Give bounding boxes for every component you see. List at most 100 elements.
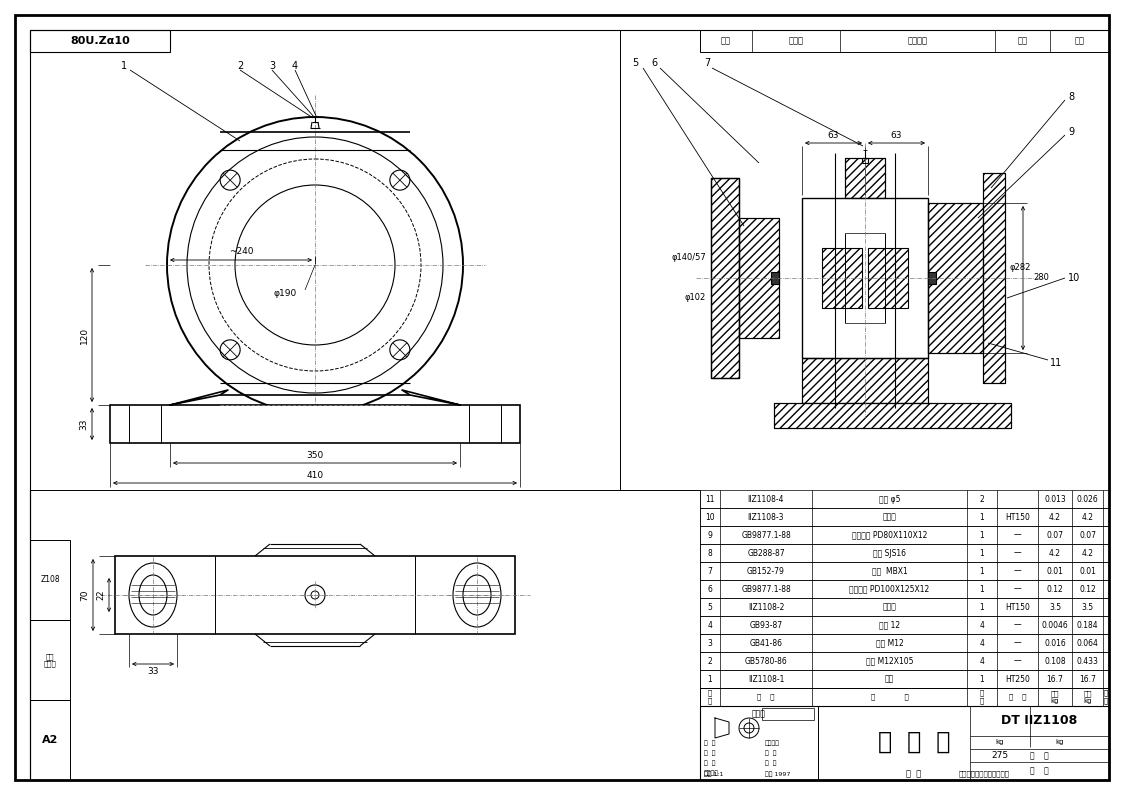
Text: 单件
kg: 单件 kg: [1051, 690, 1059, 704]
Bar: [700, 706, 818, 780]
Text: 0.108: 0.108: [1044, 657, 1066, 665]
Bar: [110, 405, 520, 443]
Text: 0.013: 0.013: [1044, 494, 1066, 503]
Text: 0.064: 0.064: [1077, 638, 1098, 647]
Text: 轴  承  座: 轴 承 座: [878, 730, 950, 754]
Text: 2: 2: [708, 657, 713, 665]
Text: 序
号: 序 号: [708, 690, 713, 704]
Text: 轴承 SJS16: 轴承 SJS16: [873, 549, 906, 557]
Text: 10: 10: [705, 513, 715, 522]
Text: 数
量: 数 量: [980, 690, 985, 704]
Text: 4.2: 4.2: [1049, 549, 1061, 557]
Text: 10: 10: [1068, 273, 1080, 283]
Text: φ282: φ282: [1010, 263, 1032, 273]
Text: 监  理: 监 理: [765, 750, 777, 756]
Text: 5: 5: [708, 603, 713, 611]
Text: 日期: 日期: [1075, 37, 1085, 45]
Bar: [30, 30, 170, 52]
Text: 0.12: 0.12: [1079, 584, 1096, 594]
Text: ~240: ~240: [229, 246, 253, 255]
Text: IIZ1108-4: IIZ1108-4: [747, 494, 785, 503]
Text: 33: 33: [147, 668, 158, 677]
Text: —: —: [1014, 567, 1022, 576]
Text: —: —: [1014, 638, 1022, 647]
Text: 第    页: 第 页: [1030, 766, 1049, 775]
Text: 6: 6: [708, 584, 713, 594]
Text: 单  件: 单 件: [906, 770, 922, 778]
Text: HT150: HT150: [1005, 603, 1030, 611]
Bar: [700, 616, 1109, 634]
Bar: [845, 158, 885, 198]
Text: 比例 1:1: 比例 1:1: [704, 771, 724, 777]
Text: 签名: 签名: [1017, 37, 1027, 45]
Bar: [928, 203, 984, 353]
Text: 63: 63: [827, 130, 840, 139]
Bar: [845, 158, 885, 198]
Text: IIZ1108-1: IIZ1108-1: [747, 674, 785, 684]
Bar: [30, 540, 70, 620]
Text: 螺母 M12: 螺母 M12: [876, 638, 904, 647]
Text: 8: 8: [1068, 92, 1075, 102]
Bar: [700, 706, 1109, 780]
Bar: [771, 272, 779, 284]
Text: 80U.Zα10: 80U.Zα10: [70, 36, 130, 46]
Bar: [700, 526, 1109, 544]
Text: kg: kg: [996, 739, 1004, 745]
Text: 批准: 批准: [720, 37, 731, 45]
Bar: [115, 556, 515, 634]
Text: 4.2: 4.2: [1081, 513, 1094, 522]
Text: 1: 1: [980, 567, 985, 576]
Bar: [700, 580, 1109, 598]
Text: HT150: HT150: [1005, 513, 1030, 522]
Text: 总计
kg: 总计 kg: [1084, 690, 1091, 704]
Text: 校  对: 校 对: [704, 750, 716, 756]
Bar: [822, 198, 908, 358]
Text: —: —: [1014, 530, 1022, 540]
Text: 质  量: 质 量: [765, 760, 777, 766]
Text: 图幅输入: 图幅输入: [704, 770, 719, 776]
Text: 油弓 φ5: 油弓 φ5: [879, 494, 900, 503]
Text: 4: 4: [979, 621, 985, 630]
Text: 0.01: 0.01: [1079, 567, 1096, 576]
Text: 1: 1: [980, 603, 985, 611]
Text: 410: 410: [307, 471, 324, 479]
Text: 0.184: 0.184: [1077, 621, 1098, 630]
Text: φ140/57: φ140/57: [671, 254, 706, 262]
Text: GB152-79: GB152-79: [747, 567, 785, 576]
Text: —: —: [1014, 584, 1022, 594]
Text: 共    页: 共 页: [1030, 751, 1049, 760]
Text: A2: A2: [42, 735, 58, 745]
Text: 审  核: 审 核: [704, 760, 716, 766]
Bar: [700, 562, 1109, 580]
Text: GB9877.1-88: GB9877.1-88: [741, 530, 791, 540]
Bar: [738, 218, 779, 338]
Text: IIZ1108-3: IIZ1108-3: [747, 513, 785, 522]
Text: 弹簧 12: 弹簧 12: [879, 621, 900, 630]
Text: 16.7: 16.7: [1079, 674, 1096, 684]
Polygon shape: [715, 718, 729, 738]
Bar: [928, 203, 984, 353]
Text: 透盒内: 透盒内: [882, 603, 897, 611]
Text: 名             称: 名 称: [871, 694, 908, 700]
Text: kg: kg: [1055, 739, 1064, 745]
Bar: [700, 688, 1109, 706]
Text: 70: 70: [81, 589, 90, 601]
Text: 2: 2: [237, 61, 243, 71]
Text: GB9877.1-88: GB9877.1-88: [741, 584, 791, 594]
Text: 0.026: 0.026: [1077, 494, 1098, 503]
Bar: [711, 178, 738, 378]
Text: 9: 9: [1068, 127, 1075, 137]
Text: 9: 9: [708, 530, 713, 540]
Text: 11: 11: [1050, 358, 1062, 368]
Text: 275: 275: [991, 751, 1008, 760]
Polygon shape: [402, 390, 460, 405]
Text: IIZ1108-2: IIZ1108-2: [747, 603, 785, 611]
Bar: [984, 173, 1005, 383]
Bar: [822, 248, 862, 308]
Text: 油嘴  MBX1: 油嘴 MBX1: [871, 567, 907, 576]
Text: 透盒口: 透盒口: [882, 513, 897, 522]
Bar: [30, 620, 70, 700]
Bar: [774, 403, 1010, 428]
Text: 3: 3: [269, 61, 275, 71]
Text: DT IIZ1108: DT IIZ1108: [1001, 713, 1078, 727]
